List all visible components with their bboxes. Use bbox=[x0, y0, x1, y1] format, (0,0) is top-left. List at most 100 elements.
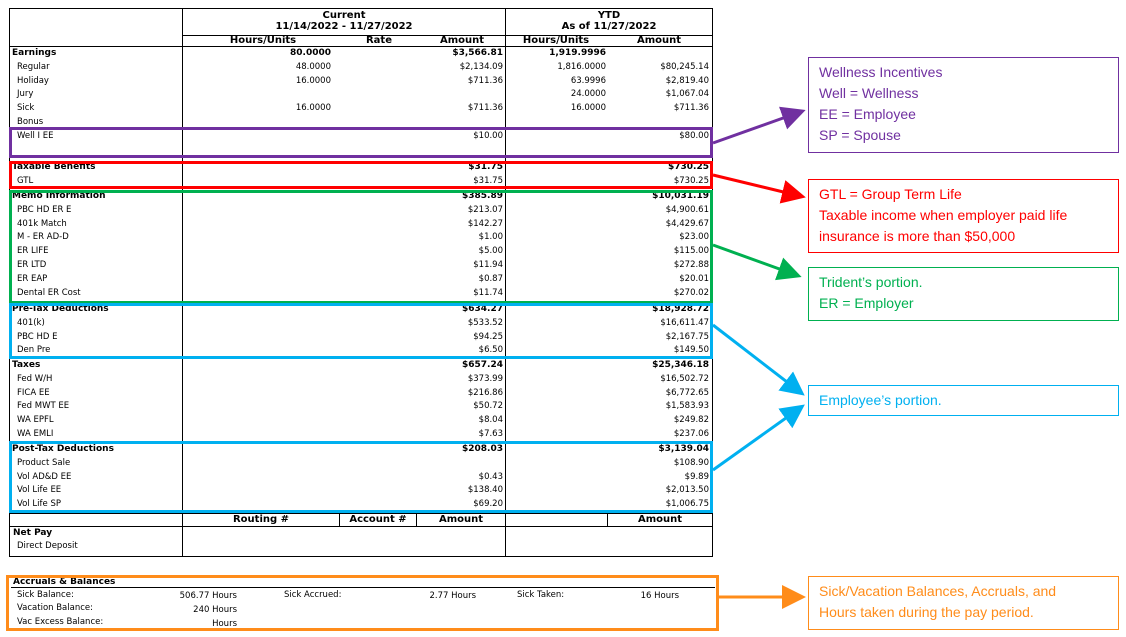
row-amount: $533.52 bbox=[467, 317, 503, 328]
row-ytd-amount: $80.00 bbox=[679, 130, 709, 141]
section-title: Memo Information bbox=[12, 191, 106, 201]
col-netpay-amount: Amount bbox=[438, 514, 484, 525]
row-amount: $8.04 bbox=[478, 415, 503, 426]
col-routing: Routing # bbox=[232, 514, 290, 525]
row-ytd-hours: 1,816.0000 bbox=[557, 61, 606, 72]
note-balances: Sick/Vacation Balances, Accruals, and Ho… bbox=[808, 576, 1119, 630]
vac-excess-value: Hours bbox=[212, 619, 237, 629]
netpay-sep-bottom bbox=[9, 526, 713, 527]
row-label: Bonus bbox=[17, 117, 44, 127]
section-amount: $3,566.81 bbox=[452, 48, 503, 58]
row-ytd-amount: $23.00 bbox=[679, 232, 709, 243]
section-ytd-hours: 1,919.9996 bbox=[549, 48, 606, 58]
row-label: Vol Life EE bbox=[17, 485, 62, 496]
section-ytd-amount: $25,346.18 bbox=[652, 360, 709, 370]
sick-accrued-value: 2.77 Hours bbox=[429, 591, 476, 601]
table-border-top bbox=[9, 8, 713, 9]
row-amount: $711.36 bbox=[467, 103, 503, 114]
note-gtl-line-1: GTL = Group Term Life bbox=[819, 186, 962, 202]
row-label: 401k Match bbox=[17, 218, 67, 229]
arrow-gtl bbox=[712, 173, 806, 204]
accruals-title: Accruals & Balances bbox=[13, 577, 116, 587]
row-hours: 16.0000 bbox=[295, 103, 331, 114]
pay-stub-table: Current 11/14/2022 - 11/27/2022 YTD As o… bbox=[9, 8, 713, 557]
row-ytd-amount: $115.00 bbox=[673, 246, 709, 257]
ytd-title: YTD bbox=[597, 10, 621, 21]
row-amount: $11.74 bbox=[473, 287, 503, 298]
row-amount: $69.20 bbox=[473, 499, 503, 510]
section-title: Taxable Benefits bbox=[12, 162, 96, 172]
row-label: ER EAP bbox=[17, 273, 48, 284]
note-employee-line-1: Employee’s portion. bbox=[819, 392, 942, 408]
highlight-wellness bbox=[9, 127, 713, 158]
col-account: Account # bbox=[349, 514, 407, 525]
col-netpay-ytd-amount: Amount bbox=[637, 514, 683, 525]
section-title: Earnings bbox=[12, 48, 57, 58]
netpay-sep-top bbox=[9, 513, 713, 514]
row-amount: $142.27 bbox=[467, 218, 503, 229]
arrow-wellness bbox=[712, 106, 806, 145]
netpay-title: Net Pay bbox=[13, 528, 53, 538]
section-amount: $385.89 bbox=[462, 191, 503, 201]
sick-accrued-label: Sick Accrued: bbox=[284, 590, 342, 600]
row-ytd-amount: $237.06 bbox=[673, 429, 709, 439]
section-amount: $634.27 bbox=[462, 304, 503, 314]
note-wellness-line-3: EE = Employee bbox=[819, 106, 916, 122]
note-employee: Employee’s portion. bbox=[808, 385, 1119, 416]
row-amount: $138.40 bbox=[467, 485, 503, 496]
row-ytd-amount: $1,583.93 bbox=[665, 401, 709, 412]
note-trident: Trident’s portion. ER = Employer bbox=[808, 267, 1119, 321]
row-amount: $31.75 bbox=[473, 175, 503, 186]
section-amount: $208.03 bbox=[462, 444, 503, 454]
row-amount: $373.99 bbox=[467, 373, 503, 384]
row-ytd-amount: $20.01 bbox=[679, 273, 709, 284]
row-label: Dental ER Cost bbox=[17, 287, 81, 298]
row-ytd-amount: $249.82 bbox=[673, 415, 709, 426]
row-amount: $711.36 bbox=[467, 75, 503, 86]
section-title: Taxes bbox=[12, 360, 41, 370]
row-ytd-amount: $272.88 bbox=[673, 260, 709, 270]
row-hours: 48.0000 bbox=[295, 61, 331, 72]
section-title: Pre-Tax Deductions bbox=[12, 304, 109, 314]
row-label: Fed MWT EE bbox=[17, 401, 70, 412]
row-label: M - ER AD-D bbox=[17, 232, 69, 243]
col-amount: Amount bbox=[439, 35, 485, 46]
row-amount: $94.25 bbox=[473, 331, 503, 342]
arrow-posttax bbox=[712, 404, 805, 472]
note-wellness: Wellness Incentives Well = Wellness EE =… bbox=[808, 57, 1119, 153]
section-amount: $657.24 bbox=[462, 360, 503, 370]
row-label: Vol Life SP bbox=[17, 499, 61, 510]
note-wellness-line-4: SP = Spouse bbox=[819, 127, 901, 143]
row-label: Jury bbox=[17, 89, 34, 100]
row-ytd-amount: $108.90 bbox=[673, 457, 709, 468]
sick-balance-label: Sick Balance: bbox=[17, 590, 74, 600]
col-ytd-hours-units: Hours/Units bbox=[522, 35, 590, 46]
section-ytd-amount: $10,031.19 bbox=[652, 191, 709, 201]
row-amount: $5.00 bbox=[478, 246, 503, 257]
row-amount: $216.86 bbox=[467, 387, 503, 398]
row-label: ER LIFE bbox=[17, 246, 49, 257]
current-range: 11/14/2022 - 11/27/2022 bbox=[275, 21, 413, 32]
col-rate: Rate bbox=[365, 35, 392, 46]
row-amount: $0.43 bbox=[478, 471, 503, 482]
section-ytd-amount: $730.25 bbox=[668, 162, 709, 172]
section-ytd-amount: $3,139.04 bbox=[658, 444, 709, 454]
col-hours-units: Hours/Units bbox=[229, 35, 297, 46]
row-ytd-amount: $4,429.67 bbox=[665, 218, 709, 229]
row-label: PBC HD ER E bbox=[17, 204, 72, 215]
row-ytd-amount: $80,245.14 bbox=[660, 61, 709, 72]
sick-taken-value: 16 Hours bbox=[640, 591, 679, 601]
note-wellness-line-1: Wellness Incentives bbox=[819, 64, 943, 80]
note-balances-line-2: Hours taken during the pay period. bbox=[819, 604, 1034, 620]
row-label: Regular bbox=[17, 61, 50, 72]
section-ytd-amount: $18,928.72 bbox=[652, 304, 709, 314]
colhead-sep bbox=[9, 46, 713, 47]
note-gtl-line-2: Taxable income when employer paid life bbox=[819, 207, 1068, 223]
table-border-bottom bbox=[9, 556, 713, 557]
highlight-memo bbox=[9, 190, 713, 304]
row-ytd-amount: $730.25 bbox=[673, 175, 709, 186]
row-amount: $213.07 bbox=[467, 204, 503, 215]
row-ytd-hours: 24.0000 bbox=[570, 89, 606, 100]
row-amount: $0.87 bbox=[478, 273, 503, 284]
netpay-col-sep-2 bbox=[416, 513, 417, 526]
